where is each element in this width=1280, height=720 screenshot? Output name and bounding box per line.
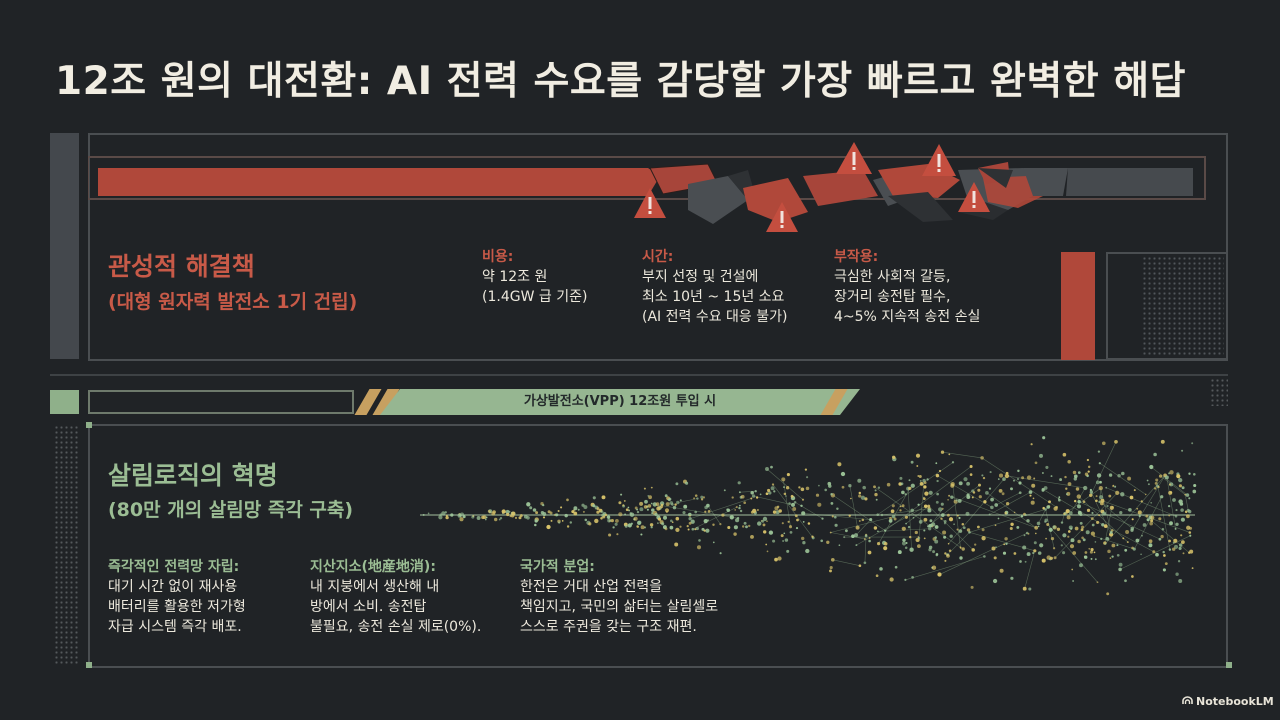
division-label: 국가적 분업: bbox=[520, 559, 595, 575]
time-line: 부지 선정 및 건설에 bbox=[642, 269, 759, 285]
warning-icon bbox=[836, 142, 872, 174]
grey-accent-frame bbox=[1106, 252, 1228, 360]
innovation-heading: 살림로직의 혁명 bbox=[108, 461, 278, 490]
cost-line: 약 12조 원 bbox=[482, 269, 548, 285]
cost-label: 비용: bbox=[482, 249, 514, 265]
section-divider bbox=[50, 374, 1228, 376]
immediate-block: 즉각적인 전력망 자립: 대기 시간 없이 재사용 배터리를 활용한 저가형 자… bbox=[108, 557, 246, 637]
warning-icon bbox=[766, 202, 798, 232]
traditional-subheading: (대형 원자력 발전소 1기 건립) bbox=[108, 291, 358, 313]
vpp-banner: 가상발전소(VPP) 12조원 투입 시 bbox=[380, 389, 860, 415]
local-line: 방에서 소비. 송전탑 bbox=[310, 599, 427, 615]
side-effects-block: 부작용: 극심한 사회적 갈등, 장거리 송전탑 필수, 4~5% 지속적 송전… bbox=[834, 247, 980, 327]
cost-line: (1.4GW 급 기준) bbox=[482, 289, 588, 305]
network-burst-group bbox=[420, 436, 1197, 596]
immediate-label: 즉각적인 전력망 자립: bbox=[108, 559, 240, 575]
division-line: 책임지고, 국민의 삶터는 살림셀로 bbox=[520, 599, 719, 615]
side-effects-line: 극심한 사회적 갈등, bbox=[834, 269, 951, 285]
innovation-frame bbox=[88, 424, 1228, 668]
corner-marker bbox=[86, 662, 92, 668]
green-accent-strip bbox=[50, 390, 79, 414]
division-line: 스스로 주권을 갖는 구조 재편. bbox=[520, 619, 697, 635]
local-line: 불필요, 송전 손실 제로(0%). bbox=[310, 619, 482, 635]
local-line: 내 지붕에서 생산해 내 bbox=[310, 579, 440, 595]
warning-icon bbox=[634, 188, 666, 218]
corner-marker bbox=[86, 422, 92, 428]
dot-pattern bbox=[54, 425, 78, 665]
time-line: 최소 10년 ~ 15년 소요 bbox=[642, 289, 785, 305]
division-block: 국가적 분업: 한전은 거대 산업 전력을 책임지고, 국민의 삶터는 살림셀로… bbox=[520, 557, 718, 637]
local-block: 지산지소(地産地消): 내 지붕에서 생산해 내 방에서 소비. 송전탑 불필요… bbox=[310, 557, 481, 637]
brand-watermark: NotebookLM bbox=[1182, 695, 1274, 708]
traditional-heading: 관성적 해결책 bbox=[108, 252, 255, 281]
left-accent-bar bbox=[50, 133, 79, 359]
broken-bar-illustration bbox=[88, 142, 1206, 232]
cost-block: 비용: 약 12조 원 (1.4GW 급 기준) bbox=[482, 247, 587, 307]
corner-marker bbox=[1226, 662, 1232, 668]
time-block: 시간: 부지 선정 및 건설에 최소 10년 ~ 15년 소요 (AI 전력 수… bbox=[642, 247, 787, 327]
warning-icon bbox=[958, 182, 990, 212]
side-effects-line: 4~5% 지속적 송전 손실 bbox=[834, 309, 981, 325]
traditional-inner-frame bbox=[88, 215, 1050, 361]
immediate-line: 대기 시간 없이 재사용 bbox=[108, 579, 238, 595]
side-effects-label: 부작용: bbox=[834, 249, 879, 265]
side-effects-line: 장거리 송전탑 필수, bbox=[834, 289, 951, 305]
time-line: (AI 전력 수요 대응 불가) bbox=[642, 309, 788, 325]
dot-pattern bbox=[1142, 256, 1224, 356]
immediate-line: 배터리를 활용한 저가형 bbox=[108, 599, 246, 615]
red-accent-block bbox=[1061, 252, 1095, 360]
local-label: 지산지소(地産地消): bbox=[310, 559, 436, 575]
warning-icon bbox=[922, 144, 956, 176]
notebooklm-logo-icon bbox=[1182, 696, 1193, 704]
innovation-frame-left bbox=[88, 424, 90, 668]
time-label: 시간: bbox=[642, 249, 674, 265]
brand-label: NotebookLM bbox=[1196, 695, 1274, 708]
banner-outline bbox=[88, 390, 354, 414]
immediate-line: 자급 시스템 즉각 배포. bbox=[108, 619, 242, 635]
innovation-subheading: (80만 개의 살림망 즉각 구축) bbox=[108, 499, 354, 521]
innovation-frame-top bbox=[88, 424, 1228, 426]
division-line: 한전은 거대 산업 전력을 bbox=[520, 579, 663, 595]
page-title: 12조 원의 대전환: AI 전력 수요를 감당할 가장 빠르고 완벽한 해답 bbox=[55, 59, 1186, 104]
dot-pattern bbox=[1210, 378, 1228, 406]
